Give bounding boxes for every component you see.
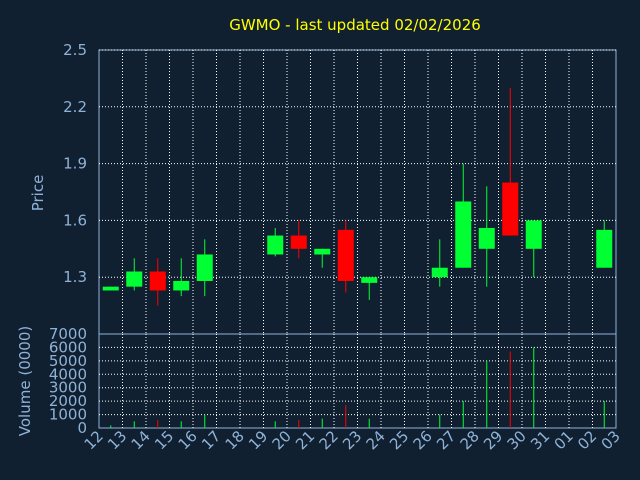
- x-tick-label: 17: [198, 427, 224, 453]
- price-tick-label: 1.6: [63, 211, 87, 229]
- x-tick-label: 26: [410, 427, 436, 453]
- candle-body: [502, 182, 519, 236]
- x-tick-label: 30: [504, 427, 530, 453]
- price-tick-label: 2.2: [63, 98, 87, 116]
- volume-tick-label: 5000: [49, 352, 87, 370]
- candle-body: [337, 229, 354, 281]
- x-tick-label: 01: [551, 427, 577, 453]
- x-tick-label: 31: [527, 427, 553, 453]
- price-axis-label: Price: [29, 175, 47, 212]
- candle-body: [290, 235, 307, 249]
- volume-tick-label: 1000: [49, 406, 87, 424]
- x-tick-label: 15: [151, 427, 177, 453]
- volume-tick-label: 4000: [49, 365, 87, 383]
- candle-body: [361, 277, 378, 283]
- x-tick-label: 29: [480, 427, 506, 453]
- x-tick-label: 03: [598, 427, 624, 453]
- x-tick-label: 16: [175, 427, 201, 453]
- x-tick-label: 02: [574, 427, 600, 453]
- candle-body: [267, 235, 284, 255]
- volume-axis-label: Volume (0000): [16, 326, 34, 436]
- x-tick-label: 19: [245, 427, 271, 453]
- volume-tick-label: 0: [77, 419, 87, 437]
- chart-title: GWMO - last updated 02/02/2026: [229, 16, 481, 34]
- x-tick-label: 21: [292, 427, 318, 453]
- x-tick-label: 24: [363, 427, 389, 453]
- candle-body: [431, 267, 448, 278]
- candle-body: [314, 248, 331, 255]
- candle-body: [173, 280, 190, 291]
- x-axis: 1213141516171819202122232425262728293031…: [81, 427, 624, 453]
- price-panel: 2.5 2.2 1.9 1.6 1.3: [63, 41, 617, 335]
- candle-body: [126, 271, 143, 287]
- x-tick-label: 27: [433, 427, 459, 453]
- price-tick-label: 1.3: [63, 268, 87, 286]
- volume-tick-label: 3000: [49, 379, 87, 397]
- x-tick-label: 22: [316, 427, 342, 453]
- volume-tick-label: 2000: [49, 392, 87, 410]
- x-tick-label: 28: [457, 427, 483, 453]
- volume-plot-area: [98, 333, 617, 429]
- candle-body: [149, 271, 166, 291]
- x-tick-label: 23: [339, 427, 365, 453]
- price-tick-label: 2.5: [63, 41, 87, 59]
- x-tick-label: 20: [269, 427, 295, 453]
- volume-tick-label: 7000: [49, 325, 87, 343]
- x-tick-label: 25: [386, 427, 412, 453]
- x-tick-label: 13: [104, 427, 130, 453]
- price-tick-label: 1.9: [63, 155, 87, 173]
- x-tick-label: 18: [222, 427, 248, 453]
- candle-body: [525, 220, 542, 249]
- candle-body: [455, 201, 472, 268]
- candle-body: [102, 286, 119, 291]
- candle-body: [478, 227, 495, 249]
- x-axis-label: Day: [334, 460, 362, 476]
- x-tick-label: 14: [128, 427, 154, 453]
- volume-tick-label: 6000: [49, 338, 87, 356]
- candle-body: [596, 229, 613, 268]
- candle-body: [196, 254, 213, 281]
